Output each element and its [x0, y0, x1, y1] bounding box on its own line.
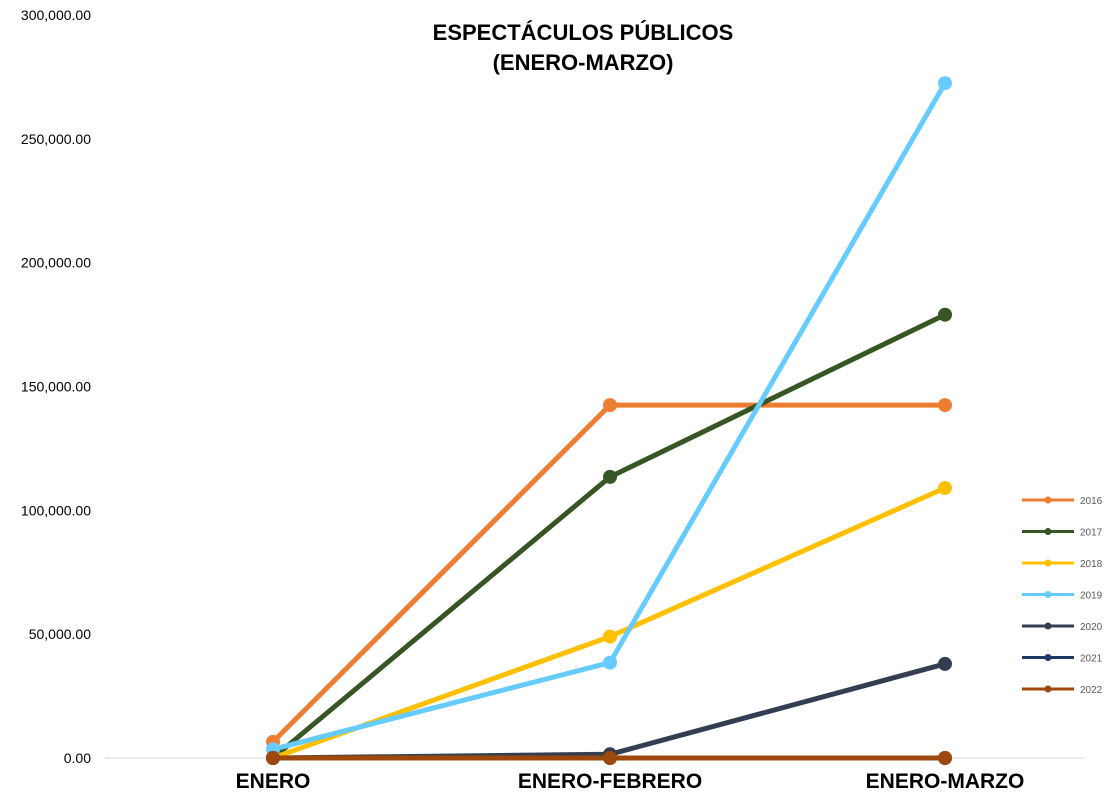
legend-item: 2016	[1022, 496, 1103, 507]
legend-swatch-marker	[1044, 528, 1052, 535]
chart-title: ESPECTÁCULOS PÚBLICOS (ENERO-MARZO)	[433, 20, 734, 75]
chart-title-line-2: (ENERO-MARZO)	[493, 50, 674, 75]
series-2016	[266, 398, 952, 749]
data-point	[603, 751, 617, 765]
data-point	[938, 656, 952, 671]
data-point	[938, 76, 952, 91]
legend-swatch-marker	[1044, 622, 1052, 630]
legend-label: 2019	[1080, 591, 1103, 602]
y-axis: 0.00 50,000.00 100,000.00 150,000.00 200,000…	[21, 7, 91, 766]
legend-swatch-marker	[1044, 559, 1052, 567]
series-line	[270, 661, 948, 761]
data-point	[603, 398, 617, 413]
data-point	[603, 655, 617, 670]
legend-item: 2022	[1022, 685, 1103, 696]
y-tick-label: 300,000.00	[21, 7, 91, 23]
legend-label: 2021	[1080, 654, 1103, 665]
data-point	[938, 751, 952, 765]
x-tick-label: ENERO	[236, 770, 311, 793]
y-tick-label: 0.00	[64, 750, 91, 766]
y-tick-label: 150,000.00	[21, 379, 91, 395]
series-line	[270, 80, 948, 752]
chart-title-line-1: ESPECTÁCULOS PÚBLICOS	[433, 20, 734, 45]
y-tick-label: 50,000.00	[29, 626, 91, 642]
data-point	[603, 629, 617, 644]
data-point	[938, 481, 952, 495]
legend-item: 2020	[1022, 622, 1103, 633]
series-layer	[266, 76, 952, 765]
legend-item: 2018	[1022, 559, 1103, 570]
data-point	[266, 751, 280, 765]
legend-label: 2020	[1080, 622, 1103, 633]
legend-item: 2021	[1022, 654, 1103, 665]
legend-label: 2016	[1080, 496, 1103, 507]
series-2017	[266, 307, 952, 765]
legend-item: 2019	[1022, 591, 1103, 602]
legend-label: 2022	[1080, 685, 1103, 696]
legend: 2016 2017 2018 2019 2020 2021 2022	[1022, 496, 1103, 696]
series-2022	[266, 751, 952, 765]
legend-item: 2017	[1022, 528, 1103, 539]
series-line	[270, 485, 948, 761]
legend-swatch-marker	[1044, 685, 1052, 693]
data-point	[938, 307, 952, 322]
y-tick-label: 250,000.00	[21, 131, 91, 147]
x-tick-label: ENERO-MARZO	[866, 770, 1025, 793]
legend-swatch-marker	[1044, 496, 1052, 504]
data-point	[603, 469, 617, 484]
series-2020	[266, 656, 952, 765]
legend-label: 2018	[1080, 559, 1103, 570]
y-tick-label: 200,000.00	[21, 255, 91, 271]
legend-swatch-marker	[1044, 591, 1052, 598]
x-tick-label: ENERO-FEBRERO	[518, 770, 702, 793]
data-point	[938, 398, 952, 413]
series-2019	[266, 76, 952, 757]
x-axis: ENERO ENERO-FEBRERO ENERO-MARZO	[236, 770, 1025, 793]
legend-label: 2017	[1080, 528, 1103, 539]
legend-swatch-marker	[1044, 654, 1052, 661]
y-tick-label: 100,000.00	[21, 502, 91, 518]
